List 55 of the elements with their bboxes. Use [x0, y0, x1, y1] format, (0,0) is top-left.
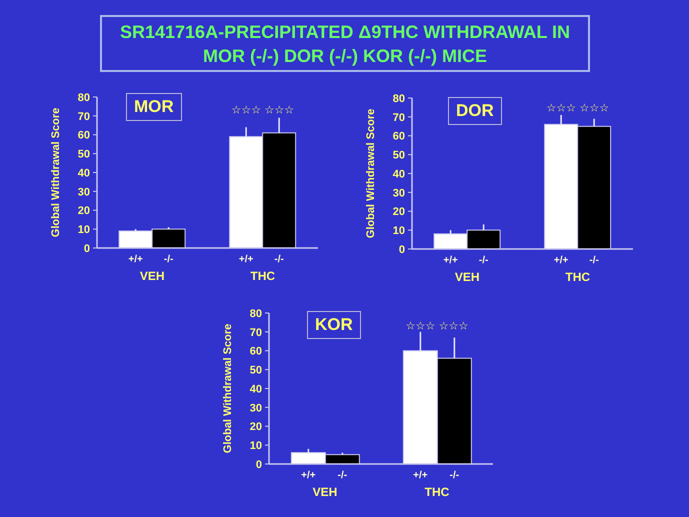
text: -/- [274, 254, 284, 265]
text: -/- [589, 255, 599, 266]
y-tick-label: 10 [78, 224, 90, 236]
y-tick-label: 20 [250, 421, 262, 434]
y-tick-label: 70 [392, 112, 405, 124]
text: -/- [450, 470, 460, 481]
y-tick-label: 40 [78, 167, 90, 180]
y-tick-label: 60 [392, 130, 405, 143]
y-tick-label: 40 [392, 168, 405, 180]
y-tick-label: 10 [250, 440, 262, 452]
y-tick-label: 50 [250, 364, 262, 377]
annotation: ☆☆☆ ☆☆☆ [406, 320, 468, 332]
x-tick-label: VEH [312, 485, 338, 499]
annotation: ☆☆☆ ☆☆☆ [546, 102, 610, 114]
y-axis-title: Global Withdrawal Score [365, 108, 377, 238]
x-tick-label: THC [424, 485, 450, 499]
y-tick-label: 20 [392, 206, 405, 218]
y-tick-label: 80 [78, 92, 90, 104]
y-tick-label: 30 [78, 186, 90, 198]
y-tick-label: 80 [392, 92, 405, 105]
chart-title: KOR [307, 311, 361, 339]
y-tick-label: 0 [84, 242, 90, 255]
series-label: -/- [164, 254, 174, 265]
text: +/+ [238, 254, 254, 265]
y-axis-title: Global Withdrawal Score [50, 108, 62, 238]
y-tick-label: 50 [392, 150, 405, 162]
text: +/+ [413, 470, 428, 481]
series-label: -/- [478, 255, 488, 266]
y-tick-label: 50 [78, 148, 90, 161]
x-tick-label: THC [250, 269, 276, 283]
chart-title: DOR [448, 97, 502, 125]
y-axis-title: Global Withdrawal Score [222, 324, 234, 454]
series-label: +/+ [128, 254, 143, 265]
chart-title: MOR [126, 93, 182, 121]
y-tick-label: 60 [250, 346, 262, 358]
y-tick-label: 0 [256, 458, 262, 471]
y-tick-label: 80 [250, 308, 262, 320]
y-tick-label: 60 [78, 130, 90, 142]
y-tick-label: 20 [78, 205, 90, 218]
series-label: +/+ [301, 470, 316, 481]
series-label: +/+ [443, 255, 458, 266]
series-label: -/- [338, 470, 348, 481]
y-tick-label: 30 [392, 187, 405, 200]
y-tick-label: 40 [250, 383, 262, 396]
annotation: ☆☆☆ ☆☆☆ [231, 104, 294, 116]
y-tick-label: 30 [250, 402, 262, 414]
x-tick-label: VEH [140, 269, 165, 283]
y-tick-label: 70 [250, 326, 262, 339]
y-tick-label: 10 [392, 225, 405, 238]
text: +/+ [554, 255, 568, 266]
y-tick-label: 70 [78, 110, 90, 123]
x-tick-label: VEH [454, 270, 480, 284]
text: SR141716A-PRECIPITATED Δ9THC WITHDRAWAL IN MOR (-/-) DOR (-/-) KOR (-/-) MICE [119, 20, 571, 68]
y-tick-label: 0 [398, 244, 405, 256]
x-tick-label: THC [565, 270, 590, 284]
